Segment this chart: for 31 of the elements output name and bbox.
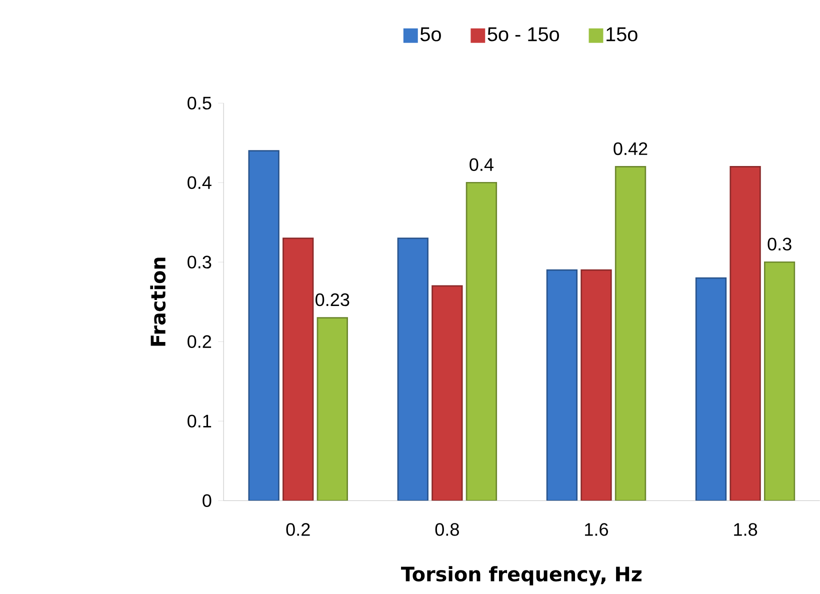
data-label: 0.4: [470, 158, 494, 171]
y-tick-label: 0.4: [188, 176, 212, 189]
bar: [764, 261, 796, 500]
legend-label: 15o: [606, 27, 638, 42]
y-tick-label: 0.5: [188, 96, 212, 110]
x-tick-label: 1.8: [734, 522, 758, 536]
bar: [730, 166, 761, 500]
bar: [580, 269, 612, 500]
x-tick-label: 1.6: [585, 522, 608, 536]
x-tick-label: 0.2: [286, 522, 310, 536]
y-axis-title: Fraction: [150, 257, 166, 346]
legend-label: 5o - 15o: [488, 27, 560, 42]
bar: [614, 166, 646, 500]
legend-label: 5o: [420, 27, 441, 42]
bar: [695, 277, 727, 500]
y-tick-label: 0: [202, 494, 212, 507]
bar: [316, 316, 348, 500]
y-tick-label: 0.3: [188, 256, 212, 268]
bar: [282, 237, 314, 500]
x-axis-title: Torsion frequency, Hz: [401, 566, 642, 586]
y-tick-label: 0.1: [188, 414, 212, 428]
data-label: 0.23: [316, 293, 350, 306]
bar: [546, 269, 578, 500]
bar: [466, 182, 498, 500]
y-tick-label: 0.2: [188, 335, 212, 348]
data-label: 0.42: [614, 142, 648, 155]
bar: [397, 237, 428, 500]
bar: [248, 150, 280, 500]
data-label: 0.3: [768, 238, 792, 250]
x-tick-label: 0.8: [435, 522, 459, 536]
bar: [432, 285, 463, 500]
